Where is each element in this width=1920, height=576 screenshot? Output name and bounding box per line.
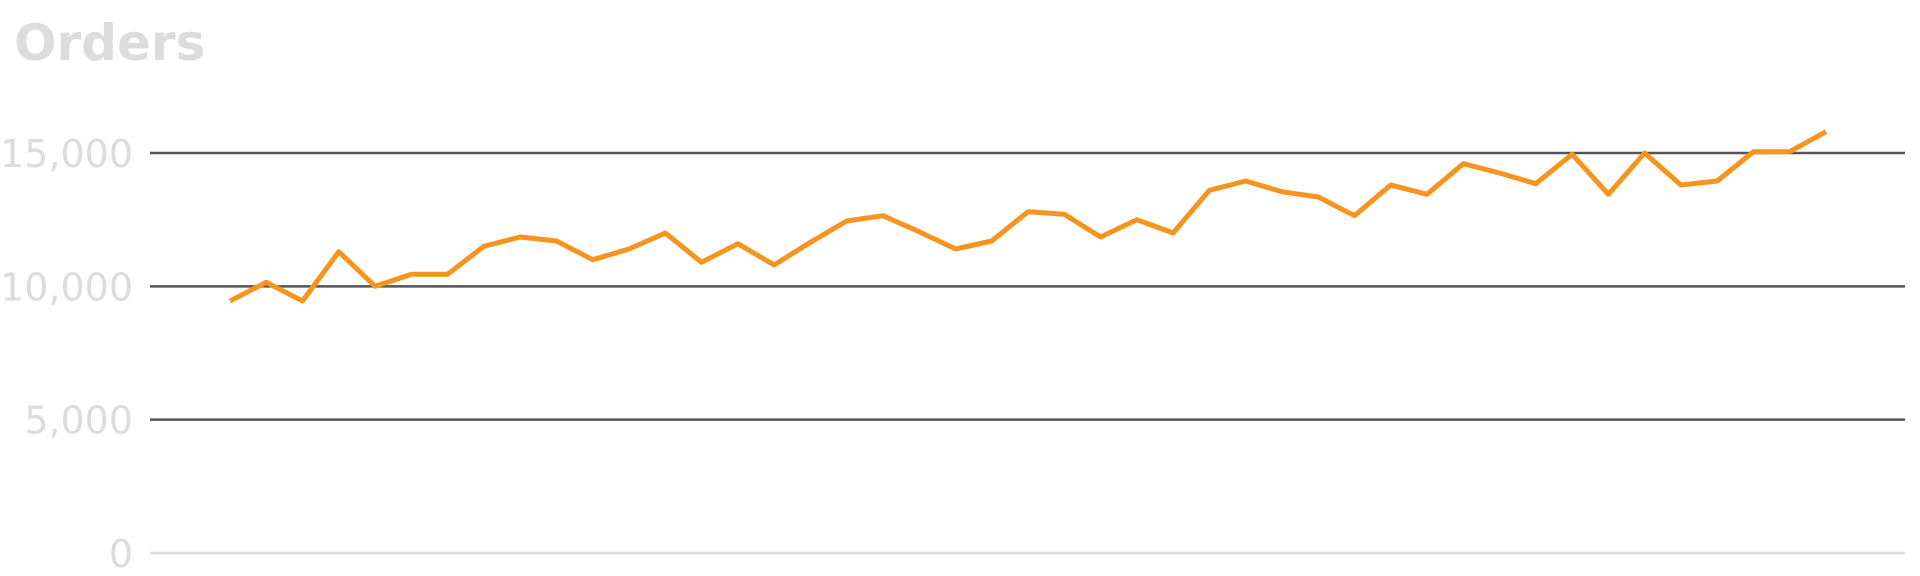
y-tick-label-2: 10,000 (0, 265, 133, 309)
y-axis-tick-labels: 0 5,000 10,000 15,000 (0, 132, 133, 576)
chart-title: Orders (14, 14, 205, 72)
y-tick-label-3: 15,000 (0, 132, 133, 176)
y-tick-label-0: 0 (109, 532, 133, 576)
series-lines (228, 129, 1828, 304)
y-tick-label-1: 5,000 (24, 399, 133, 443)
gridlines (150, 151, 1905, 555)
series-line-0 (228, 129, 1828, 304)
